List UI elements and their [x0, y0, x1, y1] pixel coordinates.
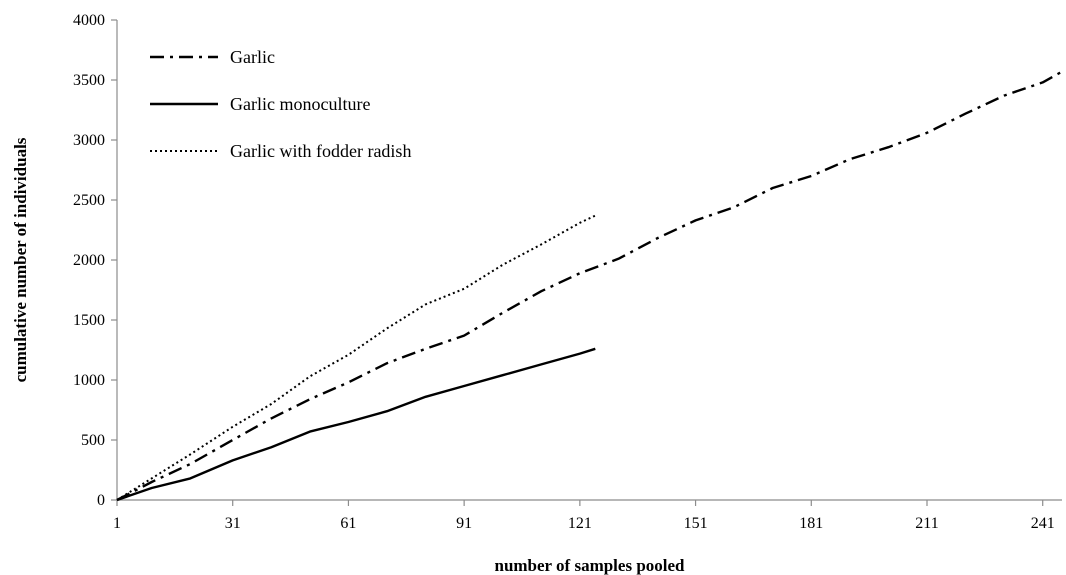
x-tick-label: 241	[1031, 515, 1055, 532]
series-line-garlic	[116, 70, 1063, 502]
legend: Garlic Garlic monoculture Garlic with fodd…	[150, 47, 411, 161]
x-tick-label: 121	[568, 515, 592, 532]
x-tick-label: 151	[684, 515, 708, 532]
y-tick-label: 2500	[73, 192, 105, 209]
legend-label: Garlic monoculture	[230, 94, 370, 114]
y-tick-label: 2000	[73, 252, 105, 269]
y-tick-label: 1000	[73, 372, 105, 389]
y-tick-label: 500	[81, 432, 105, 449]
legend-label: Garlic with fodder radish	[230, 141, 411, 161]
x-tick-label: 61	[340, 515, 356, 532]
x-tick-label: 181	[799, 515, 823, 532]
series-layer	[116, 70, 1063, 502]
y-tick-label: 0	[97, 492, 105, 509]
x-tick-label: 1	[113, 515, 121, 532]
x-axis-title: number of samples pooled	[494, 556, 685, 575]
x-tick-label: 31	[225, 515, 241, 532]
y-tick-label: 4000	[73, 12, 105, 29]
y-tick-label: 1500	[73, 312, 105, 329]
series-line-garlic-monoculture	[116, 347, 596, 502]
series-line-garlic-with-fodder-radish	[116, 214, 596, 501]
x-tick-group: 1 31 61 91 121 151 181 211 241	[113, 500, 1055, 532]
y-tick-label: 3000	[73, 132, 105, 149]
axes	[116, 20, 1062, 501]
y-tick-group: 0 500 1000 1500 2000 2500 3000 3500 4000	[73, 12, 117, 509]
y-axis-title: cumulative number of individuals	[11, 137, 30, 382]
legend-label: Garlic	[230, 47, 275, 67]
y-tick-label: 3500	[73, 72, 105, 89]
x-tick-label: 211	[915, 515, 938, 532]
x-tick-label: 91	[456, 515, 472, 532]
